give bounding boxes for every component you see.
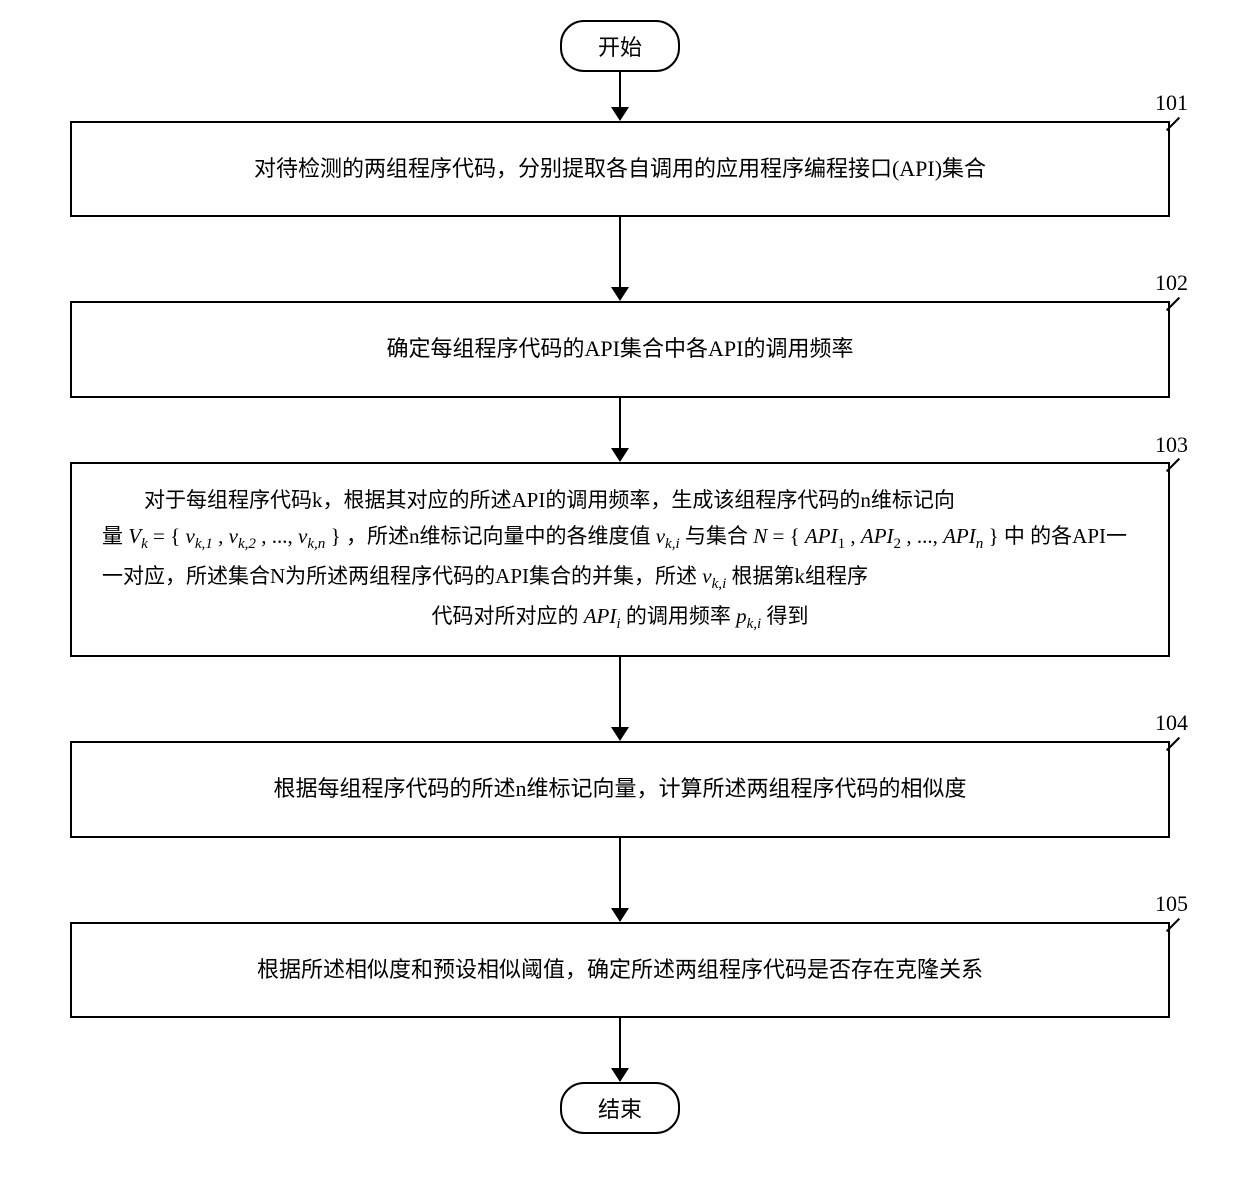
step103-line4: 代码对所对应的 APIi 的调用频率 pk,i 得到: [102, 598, 1138, 638]
flowchart-container: 开始 101 对待检测的两组程序代码，分别提取各自调用的应用程序编程接口(API…: [0, 0, 1240, 1134]
step-text: 确定每组程序代码的API集合中各API的调用频率: [387, 336, 854, 361]
corner-tick: [1150, 922, 1170, 942]
arrow: [611, 72, 629, 121]
step-text: 根据所述相似度和预设相似阈值，确定所述两组程序代码是否存在克隆关系: [257, 957, 983, 982]
arrow: [611, 217, 629, 301]
step-text: 根据每组程序代码的所述n维标记向量，计算所述两组程序代码的相似度: [273, 776, 966, 801]
step-105: 105 根据所述相似度和预设相似阈值，确定所述两组程序代码是否存在克隆关系: [70, 922, 1170, 1018]
step-102: 102 确定每组程序代码的API集合中各API的调用频率: [70, 301, 1170, 397]
step-number: 103: [1155, 426, 1188, 465]
arrow: [611, 657, 629, 741]
start-terminal: 开始: [560, 20, 680, 72]
corner-tick: [1150, 301, 1170, 321]
step103-line1: 对于每组程序代码k，根据其对应的所述API的调用频率，生成该组程序代码的n维标记…: [102, 482, 1138, 519]
step-104: 104 根据每组程序代码的所述n维标记向量，计算所述两组程序代码的相似度: [70, 741, 1170, 837]
start-label: 开始: [598, 35, 642, 60]
arrow: [611, 1018, 629, 1082]
end-label: 结束: [598, 1097, 642, 1122]
step-103: 103 对于每组程序代码k，根据其对应的所述API的调用频率，生成该组程序代码的…: [70, 462, 1170, 658]
step-number: 104: [1155, 705, 1188, 741]
step-101: 101 对待检测的两组程序代码，分别提取各自调用的应用程序编程接口(API)集合: [70, 121, 1170, 217]
step-text: 对待检测的两组程序代码，分别提取各自调用的应用程序编程接口(API)集合: [254, 156, 986, 181]
step-number: 101: [1155, 85, 1188, 121]
step-number: 102: [1155, 265, 1188, 301]
step103-line2: 量 Vk = { vk,1 , vk,2 , ..., vk,n } ，所述n维…: [102, 524, 1030, 548]
end-terminal: 结束: [560, 1082, 680, 1134]
corner-tick: [1150, 121, 1170, 141]
arrow: [611, 838, 629, 922]
arrow: [611, 398, 629, 462]
corner-tick: [1150, 741, 1170, 761]
corner-tick: [1150, 462, 1170, 482]
step-number: 105: [1155, 886, 1188, 922]
